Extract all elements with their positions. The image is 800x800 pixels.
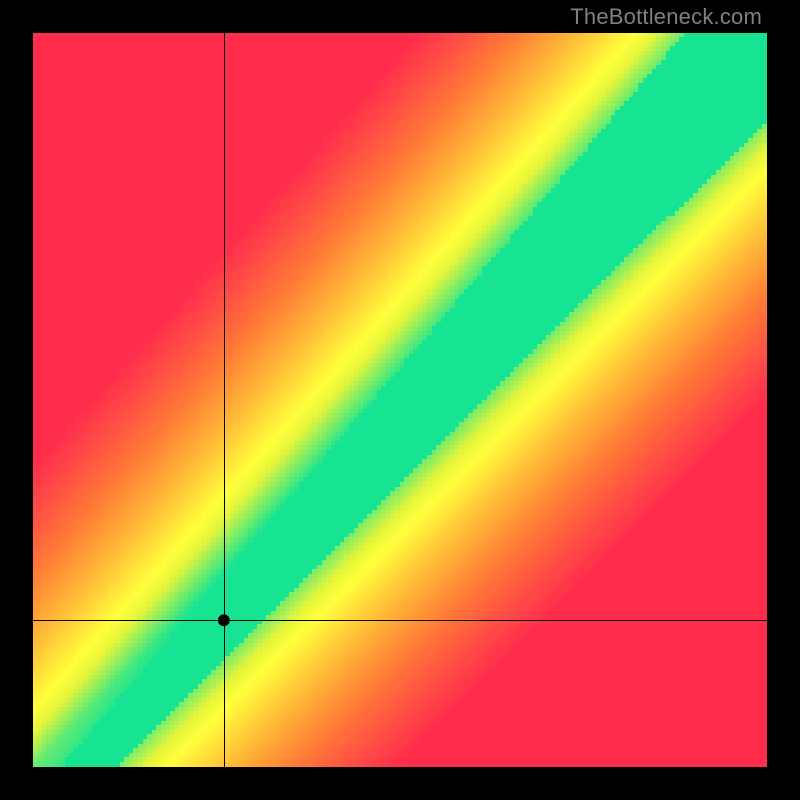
bottleneck-heatmap [33,33,767,767]
watermark-text: TheBottleneck.com [570,4,762,30]
heatmap-canvas [33,33,767,767]
